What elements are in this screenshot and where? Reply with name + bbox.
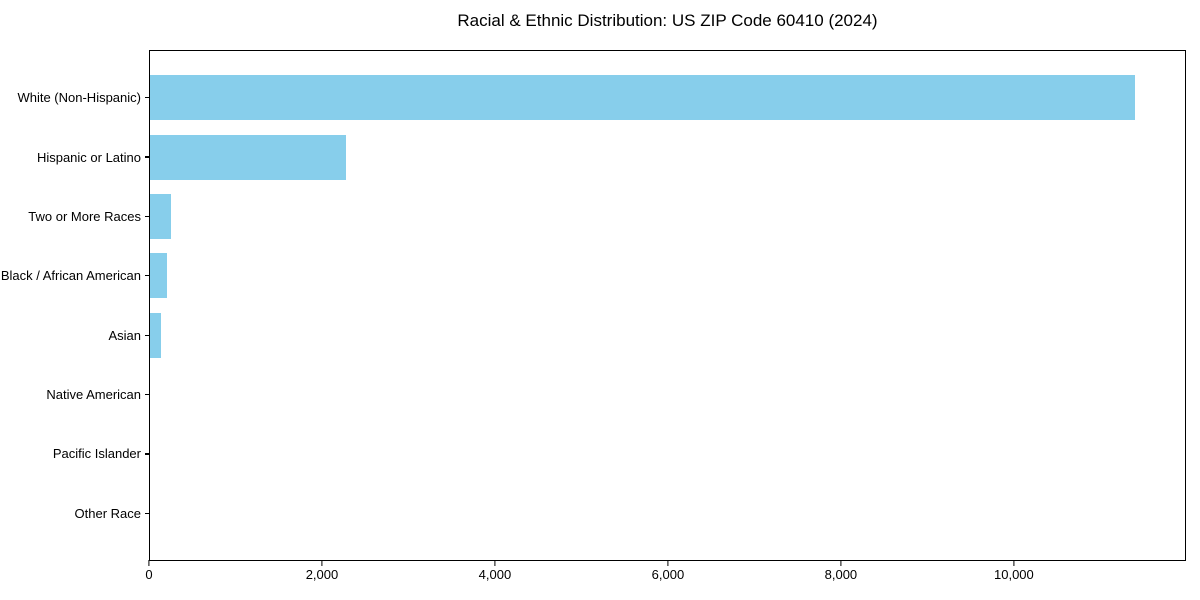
x-tick-label: 10,000 xyxy=(993,567,1034,582)
bar-row: Asian xyxy=(108,306,1185,365)
y-tick-label: Two or More Races xyxy=(28,208,141,224)
x-tick-mark xyxy=(148,560,150,566)
y-tick-mark xyxy=(144,97,149,99)
bar-row: White (Non-Hispanic) xyxy=(17,68,1185,127)
y-tick-label: Pacific Islander xyxy=(52,446,141,462)
bar-row: Other Race xyxy=(75,484,1185,543)
bars-layer: White (Non-Hispanic) Hispanic or Latino Tw… xyxy=(1,68,1185,543)
bar xyxy=(150,253,167,299)
y-tick-label: White (Non-Hispanic) xyxy=(17,90,141,106)
x-tick-mark xyxy=(667,560,669,566)
y-tick-label: Asian xyxy=(108,327,141,343)
x-tick-mark xyxy=(321,560,323,566)
chart-title: Racial & Ethnic Distribution: US ZIP Cod… xyxy=(457,11,878,30)
bar xyxy=(150,193,171,239)
x-tick-label: 0 xyxy=(145,567,153,582)
y-tick-label: Other Race xyxy=(74,505,141,521)
plot-area: White (Non-Hispanic) Hispanic or Latino Tw… xyxy=(1,50,1186,561)
bar-row: Native American xyxy=(46,365,1185,424)
bar-row: Pacific Islander xyxy=(53,424,1185,483)
bar xyxy=(150,75,1135,121)
y-tick-mark xyxy=(144,512,149,514)
y-tick-mark xyxy=(144,156,149,158)
bar-row: Black / African American xyxy=(1,246,1185,305)
x-tick-label: 2,000 xyxy=(305,567,339,582)
x-tick-mark xyxy=(840,560,842,566)
x-axis: 0 2,000 4,000 6,000 8,000 10,000 xyxy=(145,560,1186,600)
y-tick-mark xyxy=(144,215,149,218)
bar-row: Two or More Races xyxy=(28,187,1185,246)
x-tick-mark xyxy=(1013,560,1015,566)
y-tick-mark xyxy=(144,275,149,277)
bar xyxy=(150,312,161,358)
y-tick-label: Native American xyxy=(46,387,141,403)
y-tick-mark xyxy=(144,453,149,455)
bar xyxy=(150,134,346,180)
y-tick-label: Black / African American xyxy=(0,268,141,284)
x-tick-mark xyxy=(494,560,496,566)
y-tick-mark xyxy=(144,393,149,396)
bar-row: Hispanic or Latino xyxy=(37,127,1185,186)
x-tick-label: 6,000 xyxy=(651,567,685,582)
x-tick-label: 8,000 xyxy=(824,567,858,582)
y-tick-label: Hispanic or Latino xyxy=(36,149,141,165)
x-tick-label: 4,000 xyxy=(478,567,512,582)
y-tick-mark xyxy=(144,334,149,336)
